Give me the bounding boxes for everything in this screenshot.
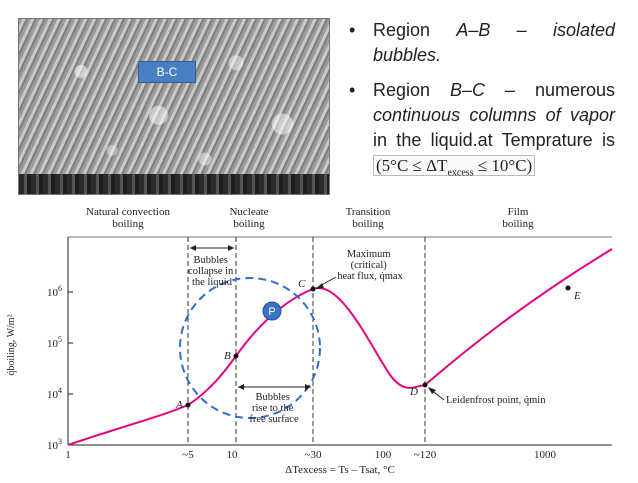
max-heat-flux-label: Maximum (critical) heat flux, q̇max: [337, 249, 403, 282]
y-tick-1e6: 106: [47, 284, 62, 299]
x-tick-10: 10: [227, 449, 239, 461]
region-transition-label: Transition boiling: [346, 206, 391, 230]
y-tick-1e4: 104: [47, 386, 62, 401]
region-natural-line1: Natural convection: [86, 206, 170, 218]
point-e-label: E: [573, 290, 581, 302]
x-axis-label: ΔTexcess = Ts – Tsat, °C: [285, 464, 395, 476]
x-tick-1000: 1000: [534, 449, 557, 461]
point-e: [565, 285, 571, 291]
boiling-curve-diagram: Natural convection boiling Nucleate boilin…: [0, 195, 638, 478]
leidenfrost-label: Leidenfrost point, q̇min: [446, 395, 546, 406]
bubbles-collapse-label: Bubbles collapse in the liquid: [188, 255, 236, 288]
region-film-label: Film boiling: [502, 206, 534, 230]
bullet-list: • Region A–B – isolated bubbles. • Regio…: [345, 18, 615, 195]
boiling-photo: B-C: [18, 18, 330, 195]
x-tick-100: 100: [375, 449, 392, 461]
photo-region-label: B-C: [138, 61, 196, 83]
region-nucleate-label: Nucleate boiling: [229, 206, 268, 230]
bullet-region-ab: • Region A–B – isolated bubbles.: [349, 20, 616, 65]
point-b-label: B: [224, 350, 231, 362]
temperature-range-formula: (5°C ≤ ΔTexcess ≤ 10°C): [373, 155, 536, 178]
bullet-icon: •: [349, 20, 356, 40]
y-tick-labels: 103 104 105 106: [47, 284, 73, 452]
region-natural-line2: boiling: [112, 218, 144, 230]
bullet-region-bc: • Region B–C – numerous continuous colum…: [349, 80, 616, 179]
bullet-icon: •: [349, 80, 356, 100]
x-tick-5: ~5: [182, 449, 194, 461]
point-a: [185, 402, 191, 408]
y-tick-1e5: 105: [47, 335, 62, 350]
y-axis-label: q̇boiling, W/m²: [6, 314, 17, 375]
x-tick-1: 1: [65, 449, 71, 461]
bubbles-rise-label: Bubbles rise to the free surface: [249, 392, 299, 425]
point-c-label: C: [298, 278, 306, 290]
point-c: [310, 286, 316, 292]
x-tick-30: ~30: [305, 449, 322, 461]
point-a-label: A: [175, 399, 183, 411]
x-tick-120: ~120: [414, 449, 437, 461]
region-circle: [179, 277, 321, 419]
curve-points: A B C D E: [175, 278, 581, 411]
p-marker-label: P: [268, 306, 275, 318]
point-b: [233, 353, 239, 359]
p-marker-icon: [262, 301, 282, 321]
point-d-label: D: [409, 386, 418, 398]
boiling-curve-svg: Natural convection boiling Nucleate boilin…: [6, 206, 613, 476]
x-tick-labels: 1 ~5 10 ~30 100 ~120 1000: [65, 449, 556, 461]
y-tick-1e3: 103: [47, 437, 62, 452]
point-d: [422, 382, 428, 388]
heater-surface: [19, 174, 329, 194]
region-natural-label: Natural convection boiling: [86, 206, 170, 230]
